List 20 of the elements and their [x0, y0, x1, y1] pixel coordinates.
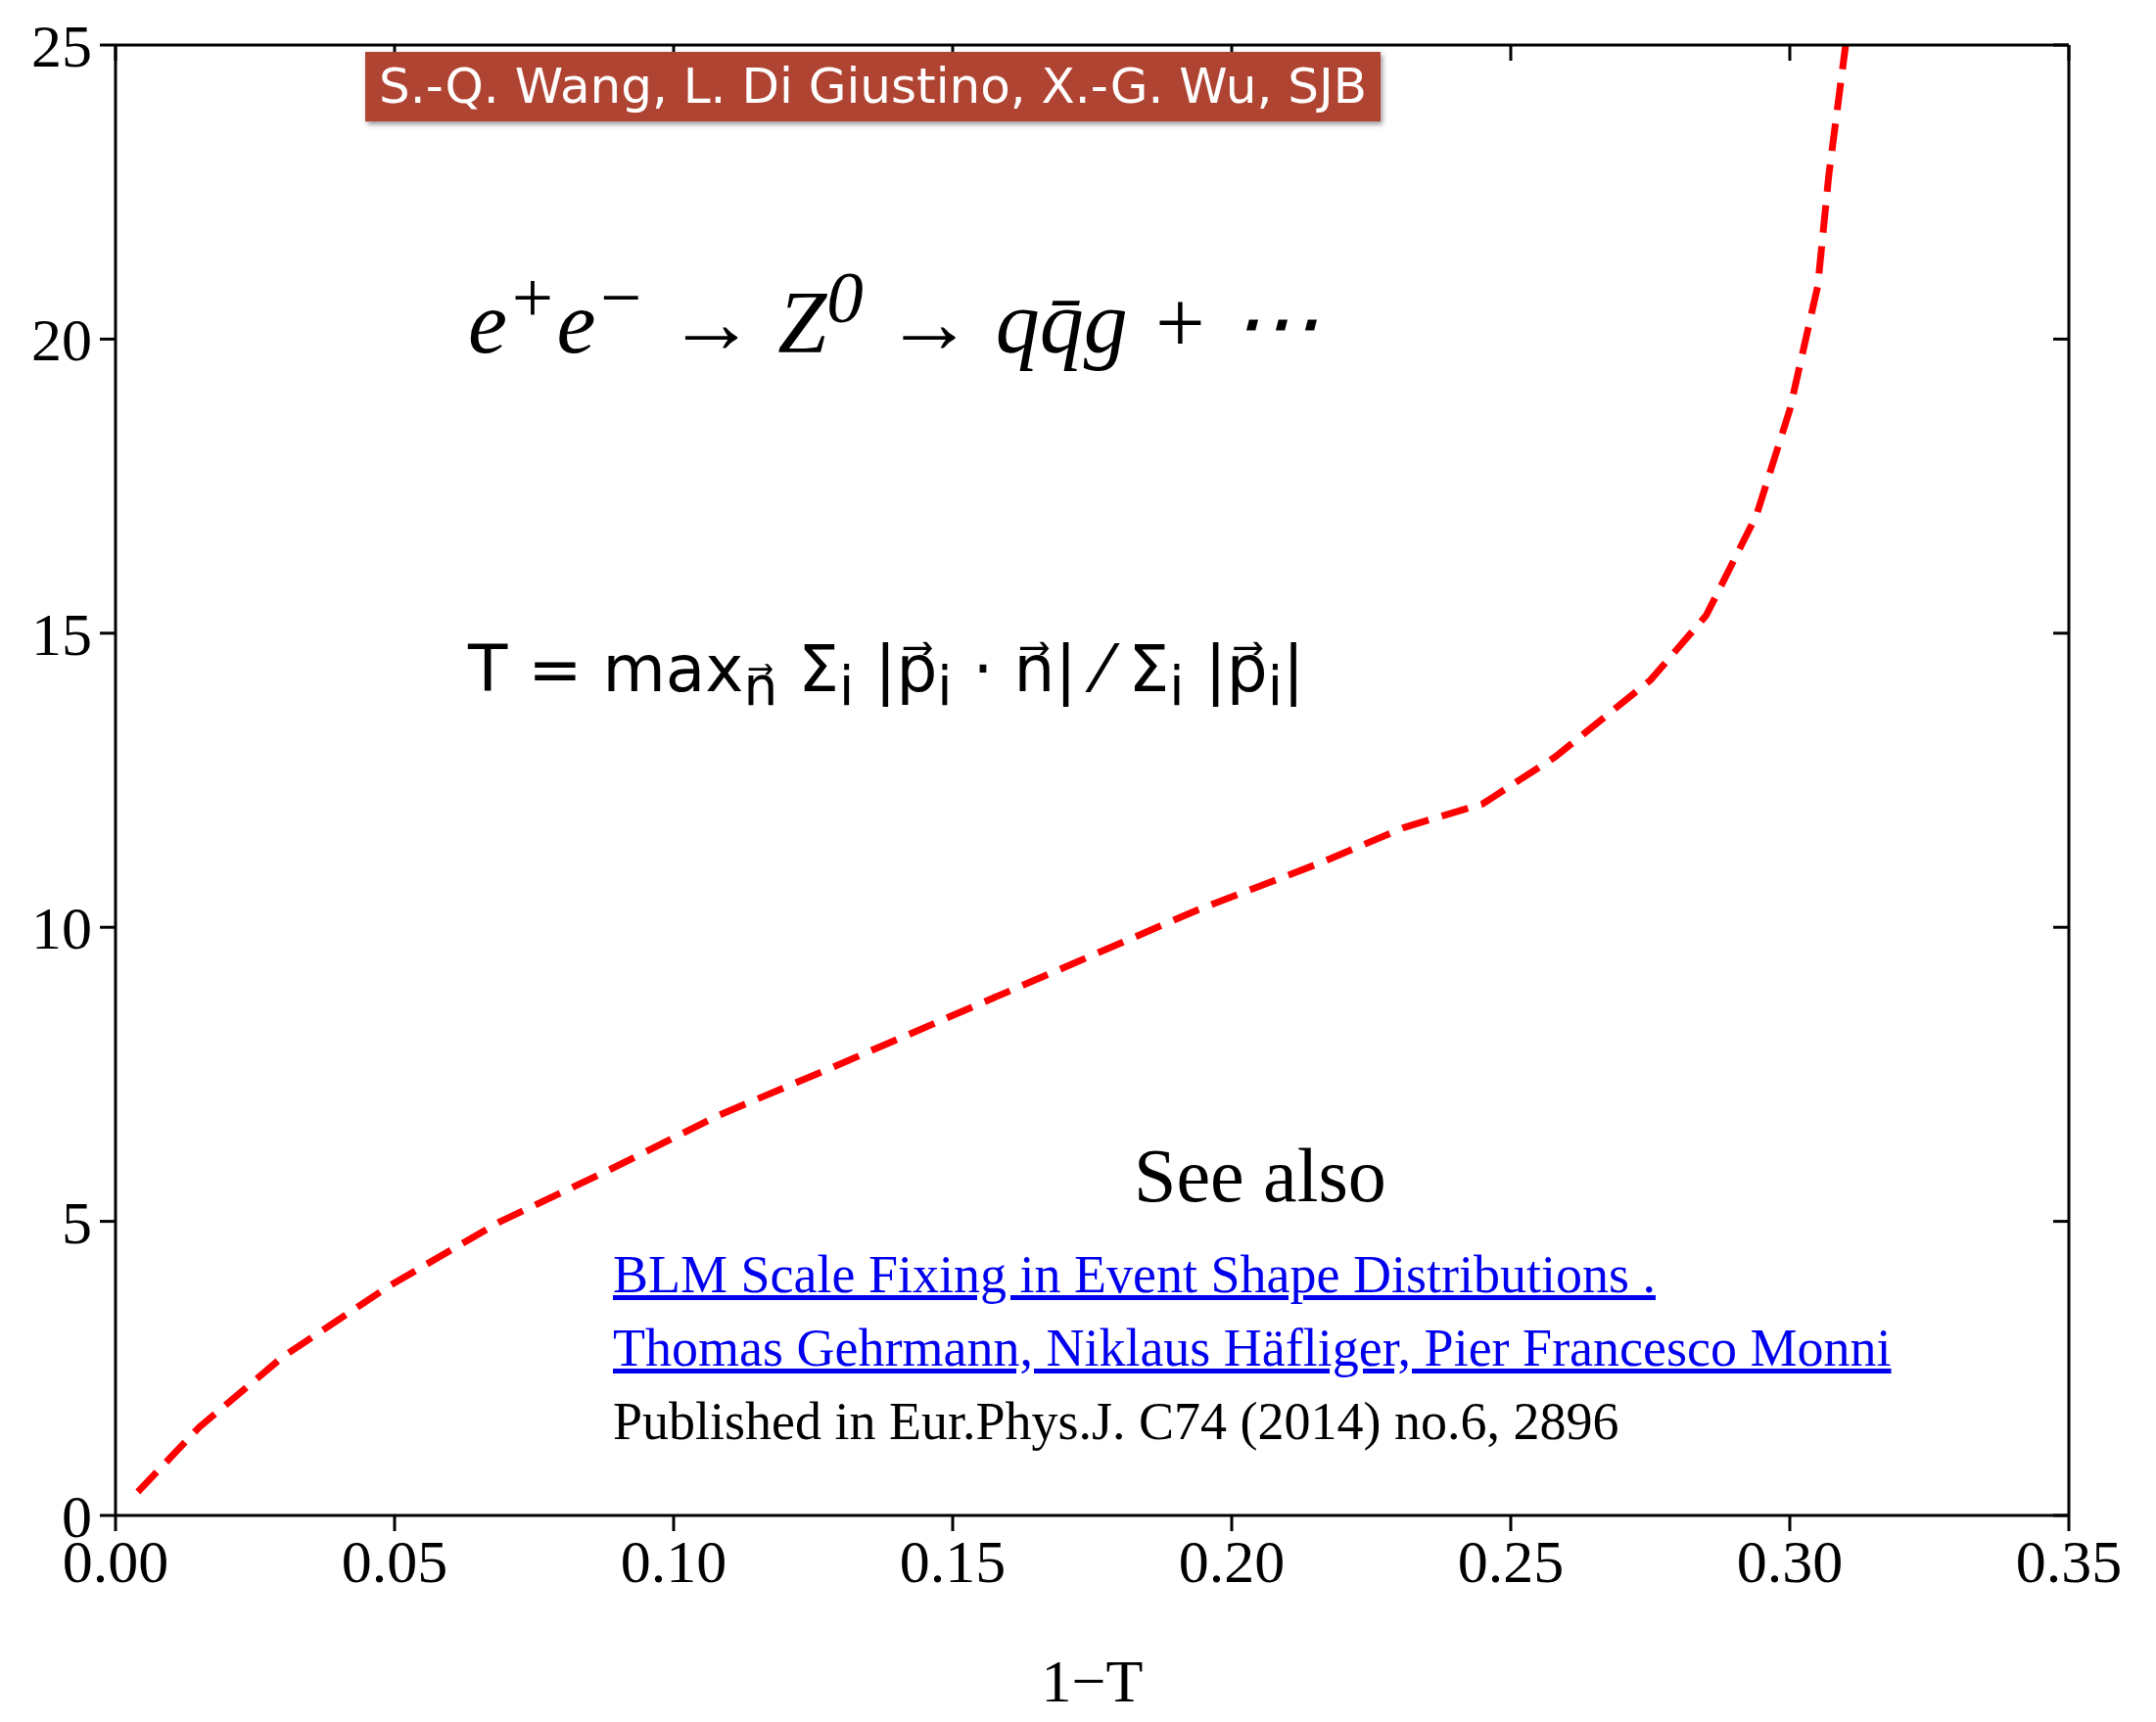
x-tick-label: 0.35: [2015, 1528, 2123, 1596]
x-tick-label: 0.20: [1178, 1528, 1286, 1596]
x-tick-label: 0.10: [620, 1528, 727, 1596]
annotation: See also: [1134, 1133, 1386, 1218]
x-tick-label: 0.05: [341, 1528, 448, 1596]
annotation: e$^{+}$e$^{−}$ → Z$^{0}$ → qq̄g + ⋯: [468, 256, 1320, 371]
y-tick-label: 25: [31, 13, 92, 80]
annotation: S.-Q. Wang, L. Di Giustino, X.-G. Wu, SJB: [365, 52, 1382, 121]
y-tick-label: 20: [31, 306, 92, 374]
annotation: Thomas Gehrmann, Niklaus Häfliger, Pier Francesco Monni: [613, 1319, 1892, 1378]
x-tick-label: 0.30: [1736, 1528, 1844, 1596]
y-tick-label: 5: [62, 1188, 92, 1256]
annotation: Published in Eur.Phys.J. C74 (2014) no.6, 2896: [613, 1392, 1619, 1452]
text: T = max$_{n⃗}$ Σ$_{i}$ |p⃗$_{i}$ · n⃗| ⁄ Σ$_{i}$ |p⃗$_{i}$|: [468, 631, 1305, 719]
annotation: BLM Scale Fixing in Event Shape Distributions .: [613, 1245, 1656, 1305]
y-tick-label: 10: [31, 895, 92, 962]
y-tick-label: 15: [31, 600, 92, 668]
x-axis-title: 1−T: [1041, 1648, 1144, 1714]
x-tick-label: 0.15: [899, 1528, 1007, 1596]
x-tick-label: 0.25: [1457, 1528, 1565, 1596]
